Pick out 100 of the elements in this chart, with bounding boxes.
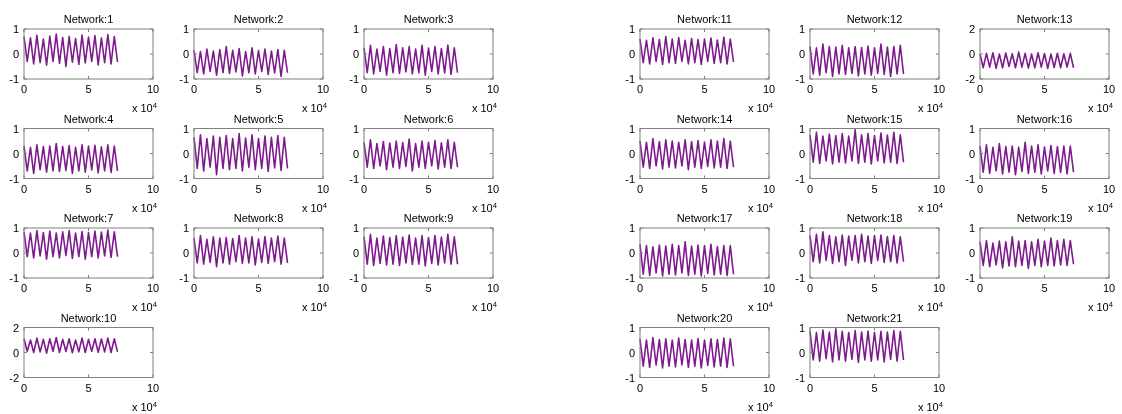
x-tick-label: 0 — [190, 282, 198, 294]
y-tick-label: 1 — [798, 222, 805, 234]
x-tick-label: 5 — [425, 282, 432, 294]
x-tick-label: 5 — [701, 182, 708, 195]
x-tick-label: 5 — [85, 83, 92, 95]
text: x 10$^{4}$ — [917, 200, 944, 214]
chart-title: Network:18 — [846, 212, 903, 224]
x-tick-label: 10 — [486, 83, 500, 95]
x-tick-label: 0 — [636, 282, 644, 294]
line-series — [979, 141, 1075, 176]
text: x 10$^{4}$ — [131, 200, 158, 214]
y-tick-label: 1 — [12, 122, 19, 135]
y-tick-label: 2 — [12, 321, 19, 334]
y-tick-label: 0 — [12, 48, 19, 60]
x-tick-label: 0 — [806, 182, 814, 195]
text: x 10$^{4}$ — [747, 200, 774, 214]
text: x 10$^{4}$ — [471, 200, 498, 214]
x-tick-label: 0 — [806, 282, 814, 294]
x-tick-label: 10 — [486, 282, 500, 294]
text: x 10$^{4}$ — [301, 200, 328, 214]
x-tick-label: 10 — [146, 182, 160, 195]
text: x 10$^{4}$ — [747, 399, 774, 413]
text: x 10$^{4}$ — [131, 399, 158, 413]
x-tick-label: 5 — [425, 182, 432, 195]
x-tick-label: 10 — [1102, 182, 1116, 195]
line-series — [809, 230, 905, 267]
x-tick-label: 5 — [85, 381, 92, 394]
text: x 10$^{4}$ — [917, 100, 944, 114]
chart-title: Network:8 — [233, 212, 284, 224]
chart-title: Network:15 — [846, 112, 903, 125]
x-tick-label: 5 — [701, 282, 708, 294]
y-tick-label: 0 — [628, 147, 635, 160]
y-tick-label: 1 — [968, 222, 975, 234]
text: x 10$^{4}$ — [471, 100, 498, 114]
line-series — [193, 234, 289, 268]
chart-title: Network:6 — [403, 112, 454, 125]
text: x 10$^{4}$ — [917, 399, 944, 413]
chart-title: Network:1 — [63, 13, 114, 25]
y-tick-label: -1 — [349, 172, 359, 185]
y-tick-label: -2 — [965, 73, 975, 85]
chart-title: Network:10 — [60, 311, 117, 324]
y-tick-label: 1 — [628, 122, 635, 135]
text: x 10$^{4}$ — [1087, 100, 1114, 114]
y-tick-label: 1 — [798, 321, 805, 334]
y-tick-label: -1 — [965, 172, 975, 185]
x-tick-label: 5 — [701, 83, 708, 95]
y-tick-label: 1 — [628, 23, 635, 35]
y-tick-label: 0 — [968, 247, 975, 259]
line-series — [809, 43, 905, 78]
y-tick-label: 1 — [968, 122, 975, 135]
y-tick-label: 0 — [628, 346, 635, 359]
chart-title: Network:13 — [1016, 13, 1073, 25]
x-tick-label: 0 — [636, 182, 644, 195]
x-tick-label: 10 — [316, 182, 330, 195]
chart-title: Network:11 — [677, 13, 732, 25]
x-tick-label: 5 — [85, 182, 92, 195]
x-tick-label: 10 — [932, 282, 946, 294]
y-tick-label: 1 — [352, 23, 359, 35]
chart-title: Network:17 — [676, 212, 733, 224]
x-tick-label: 5 — [871, 381, 878, 394]
x-tick-label: 5 — [871, 83, 878, 95]
y-tick-label: 0 — [352, 48, 359, 60]
y-tick-label: -1 — [625, 272, 635, 284]
y-tick-label: 1 — [352, 122, 359, 135]
y-tick-label: 0 — [798, 147, 805, 160]
line-series — [639, 336, 735, 369]
x-tick-label: 0 — [360, 182, 368, 195]
x-tick-label: 0 — [976, 282, 984, 294]
x-tick-label: 10 — [146, 381, 160, 394]
x-tick-label: 10 — [1102, 282, 1116, 294]
y-tick-label: -1 — [349, 73, 359, 85]
x-tick-label: 0 — [20, 381, 28, 394]
y-tick-label: -1 — [795, 73, 805, 85]
y-tick-label: 0 — [182, 147, 189, 160]
y-tick-label: -1 — [625, 73, 635, 85]
x-tick-label: 0 — [806, 381, 814, 394]
line-series — [193, 132, 289, 176]
y-tick-label: 0 — [12, 247, 19, 259]
y-tick-label: -1 — [179, 272, 189, 284]
y-tick-label: -1 — [965, 272, 975, 284]
text: x 10$^{4}$ — [747, 299, 774, 313]
y-tick-label: 1 — [352, 222, 359, 234]
x-tick-label: 10 — [932, 83, 946, 95]
y-tick-label: -1 — [179, 73, 189, 85]
x-tick-label: 5 — [701, 381, 708, 394]
x-tick-label: 0 — [636, 381, 644, 394]
line-series — [193, 45, 289, 78]
chart-title: Network:21 — [846, 311, 903, 324]
x-tick-label: 10 — [1102, 83, 1116, 95]
x-tick-label: 0 — [976, 182, 984, 195]
y-tick-label: 1 — [798, 23, 805, 35]
y-tick-label: 0 — [968, 147, 975, 160]
y-tick-label: 0 — [968, 48, 975, 60]
chart-title: Network:9 — [403, 212, 454, 224]
y-tick-label: 1 — [628, 222, 635, 234]
y-tick-label: 0 — [798, 346, 805, 359]
text: x 10$^{4}$ — [131, 299, 158, 313]
y-tick-label: -1 — [625, 371, 635, 384]
line-series — [979, 51, 1075, 70]
y-tick-label: 0 — [182, 247, 189, 259]
